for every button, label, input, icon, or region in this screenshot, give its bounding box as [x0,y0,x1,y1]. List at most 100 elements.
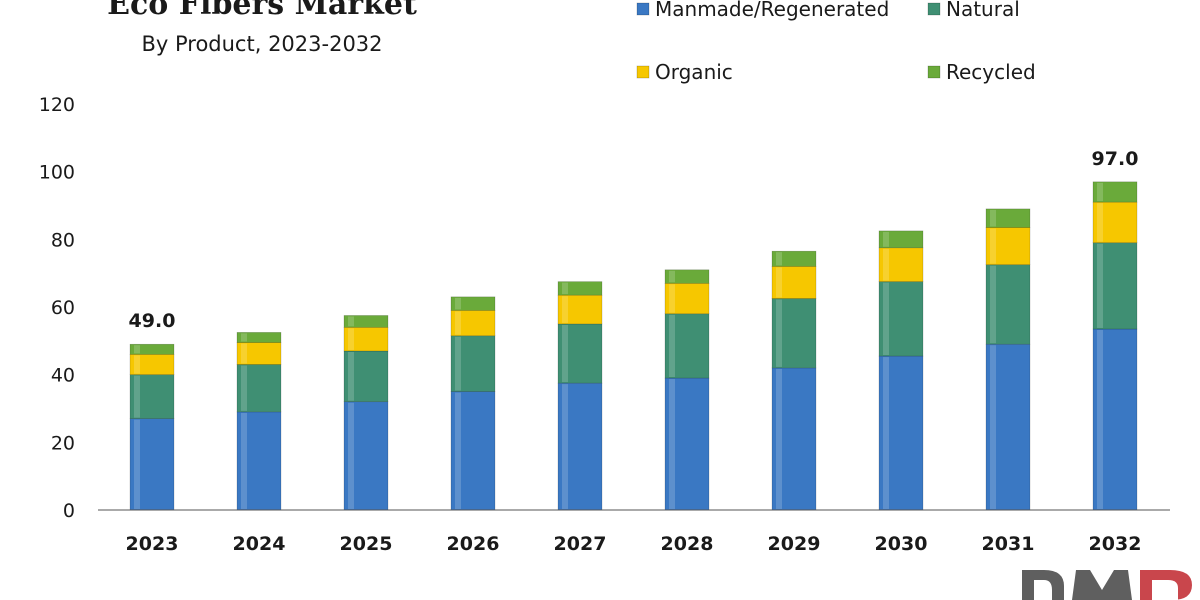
bar-highlight [241,333,247,342]
bar-highlight [776,252,782,266]
bar-highlight [776,267,782,298]
bar-highlight [1097,182,1103,202]
legend-swatch [927,2,941,16]
bar-recycled-2029 [771,250,817,267]
bar-highlight [241,412,247,509]
bar-highlight [134,355,140,374]
x-tick-label: 2028 [661,533,714,555]
bar-natural-2030 [878,281,924,357]
bar-recycled-2030 [878,230,924,249]
y-tick-label: 100 [39,162,75,184]
bar-organic-2028 [664,283,710,315]
legend-swatch [636,2,650,16]
bar-highlight [348,328,354,350]
bar-organic-2030 [878,247,924,282]
bar-highlight [1097,203,1103,242]
bar-highlight [455,311,461,335]
total-labels: 49.0 97.0 [129,148,1139,332]
bar-highlight [562,324,568,383]
bar-recycled-2023 [129,343,175,355]
y-tick-label: 40 [51,365,75,387]
bar-highlight [562,282,568,295]
chart-subtitle: By Product, 2023-2032 [141,32,382,56]
bar-highlight [134,419,140,509]
bar-natural-2032 [1092,242,1138,330]
bar-highlight [776,299,782,367]
bar-highlight [1097,243,1103,328]
bar-organic-2027 [557,294,603,325]
bar-natural-2026 [450,335,496,392]
bar-highlight [883,282,889,356]
x-tick-label: 2027 [554,533,607,555]
bar-manmade-regenerated-2026 [450,391,496,511]
total-label-2032: 97.0 [1092,148,1139,170]
bar-natural-2029 [771,298,817,369]
bar-highlight [455,297,461,310]
legend-label: Recycled [946,60,1036,84]
total-label-2023: 49.0 [129,310,176,332]
bar-recycled-2025 [343,315,389,328]
bar-organic-2026 [450,310,496,337]
y-tick-label: 20 [51,432,75,454]
bar-highlight [562,384,568,509]
legend-swatch [636,65,650,79]
bar-manmade-regenerated-2032 [1092,328,1138,511]
bar-highlight [776,368,782,509]
x-tick-label: 2029 [768,533,821,555]
bar-highlight [562,296,568,323]
bar-recycled-2028 [664,269,710,284]
bar-highlight [990,228,996,264]
bar-highlight [669,314,675,378]
legend-label: Natural [946,0,1020,21]
bar-highlight [1097,329,1103,509]
bar-manmade-regenerated-2030 [878,355,924,511]
bar-highlight [669,284,675,313]
x-tick-label: 2026 [447,533,500,555]
chart-title: Eco Fibers Market [107,0,417,22]
bar-recycled-2026 [450,296,496,311]
bar-highlight [990,345,996,509]
bar-natural-2023 [129,374,175,419]
bar-natural-2025 [343,350,389,403]
x-tick-label: 2025 [340,533,393,555]
bar-highlight [455,392,461,509]
y-tick-label: 80 [51,229,75,251]
bar-highlight [669,379,675,509]
bar-highlight [883,357,889,509]
bar-highlight [455,336,461,391]
x-tick-label: 2023 [126,533,179,555]
x-axis: 2023 2024 2025 2026 2027 2028 2029 2030 2031 2032 [98,509,1170,555]
bar-highlight [990,265,996,344]
y-tick-label: 120 [39,94,75,116]
bar-highlight [241,343,247,364]
bars-group [129,181,1138,511]
x-tick-label: 2030 [875,533,928,555]
bar-highlight [348,351,354,401]
x-tick-label: 2031 [982,533,1035,555]
bar-highlight [134,345,140,354]
bar-recycled-2031 [985,208,1031,228]
bar-highlight [241,365,247,411]
x-tick-label: 2024 [233,533,286,555]
bar-highlight [990,209,996,227]
bar-manmade-regenerated-2031 [985,343,1031,511]
y-tick-label: 60 [51,297,75,319]
bar-manmade-regenerated-2023 [129,418,175,511]
bar-highlight [883,231,889,247]
bar-highlight [348,402,354,509]
bar-highlight [348,316,354,327]
legend-swatch [927,65,941,79]
bar-manmade-regenerated-2029 [771,367,817,511]
x-tick-label: 2032 [1089,533,1142,555]
bar-recycled-2024 [236,332,282,343]
bar-recycled-2032 [1092,181,1138,203]
chart-legend: Manmade/Regenerated Natural Organic Recycle… [636,0,1036,84]
bar-natural-2024 [236,364,282,413]
bar-natural-2028 [664,313,710,379]
legend-label: Organic [655,60,733,84]
bar-recycled-2027 [557,281,603,296]
bar-highlight [134,375,140,418]
bar-highlight [883,248,889,281]
y-tick-label: 0 [63,500,75,522]
